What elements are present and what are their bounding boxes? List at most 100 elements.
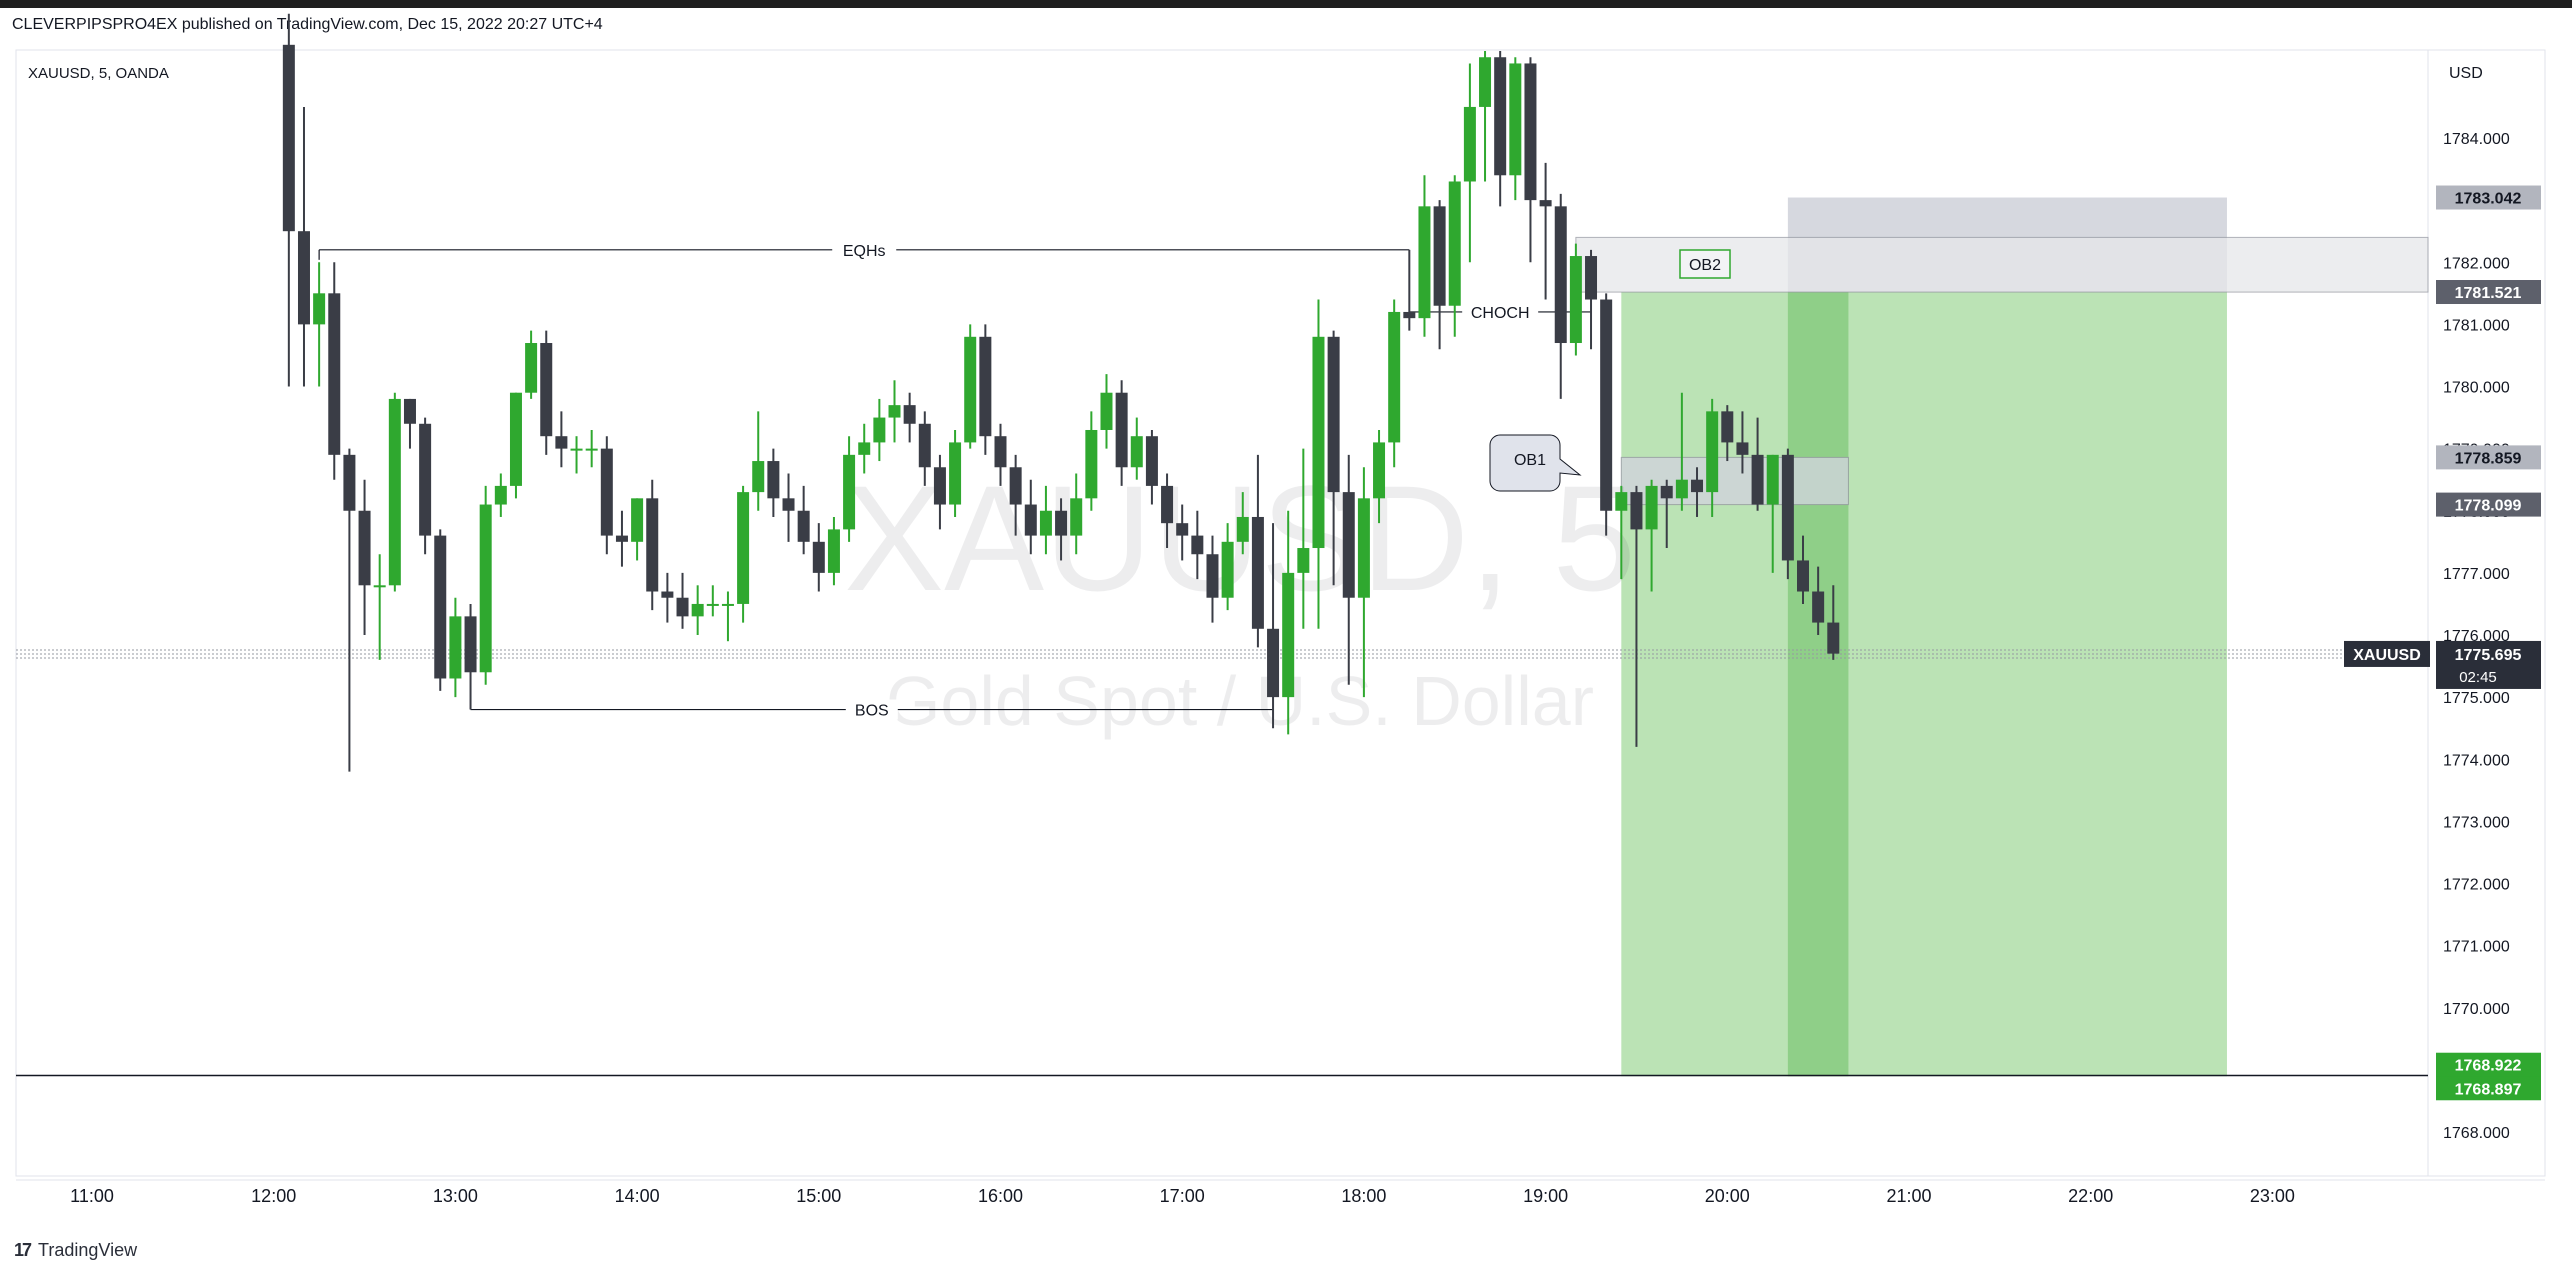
candle[interactable]: [1039, 485, 1052, 555]
candle[interactable]: [1312, 299, 1325, 629]
candle[interactable]: [812, 523, 825, 592]
candle[interactable]: [1569, 243, 1582, 356]
candle[interactable]: [1463, 63, 1476, 263]
candle[interactable]: [1630, 485, 1643, 747]
candle[interactable]: [313, 262, 326, 387]
candle[interactable]: [1236, 492, 1249, 555]
candle[interactable]: [979, 324, 992, 455]
candle[interactable]: [1660, 479, 1673, 549]
candle[interactable]: [1100, 374, 1113, 449]
candle[interactable]: [994, 423, 1007, 486]
candle[interactable]: [419, 417, 432, 555]
candle[interactable]: [1509, 57, 1522, 201]
candle[interactable]: [509, 392, 522, 499]
candle[interactable]: [676, 572, 689, 629]
candle[interactable]: [1024, 479, 1037, 555]
candle[interactable]: [1418, 175, 1431, 337]
candle[interactable]: [373, 554, 386, 660]
candle[interactable]: [1827, 585, 1840, 660]
candle[interactable]: [1736, 411, 1749, 474]
candle[interactable]: [494, 473, 507, 517]
candle[interactable]: [949, 429, 962, 517]
candle[interactable]: [1342, 454, 1355, 685]
candle[interactable]: [1176, 504, 1189, 561]
candle[interactable]: [1585, 249, 1598, 350]
candle[interactable]: [631, 498, 644, 561]
candle[interactable]: [540, 330, 553, 455]
candle[interactable]: [449, 597, 462, 698]
candle[interactable]: [752, 411, 765, 511]
candle[interactable]: [1130, 417, 1143, 480]
candle[interactable]: [1781, 448, 1794, 580]
candle[interactable]: [1812, 566, 1825, 635]
candle[interactable]: [403, 398, 416, 449]
candle[interactable]: [1706, 398, 1719, 517]
candle[interactable]: [737, 485, 750, 623]
candle[interactable]: [464, 603, 477, 710]
candle[interactable]: [646, 479, 659, 611]
candle[interactable]: [570, 436, 583, 474]
candle[interactable]: [1615, 485, 1628, 580]
candle[interactable]: [1403, 249, 1416, 331]
candle[interactable]: [1479, 51, 1492, 182]
candle[interactable]: [1115, 380, 1128, 486]
candle[interactable]: [1721, 405, 1734, 462]
candle[interactable]: [1161, 473, 1174, 549]
candle[interactable]: [888, 380, 901, 443]
candle[interactable]: [661, 572, 674, 623]
candle[interactable]: [328, 262, 341, 480]
candle[interactable]: [1373, 429, 1386, 524]
candle[interactable]: [1600, 293, 1613, 536]
candle[interactable]: [600, 436, 613, 555]
candle[interactable]: [525, 330, 538, 399]
candle[interactable]: [1055, 498, 1068, 561]
candle[interactable]: [1282, 510, 1295, 735]
candle[interactable]: [555, 411, 568, 468]
candle[interactable]: [1085, 411, 1098, 511]
candle[interactable]: [388, 392, 401, 592]
candle[interactable]: [827, 516, 840, 586]
candle[interactable]: [585, 429, 598, 468]
candle[interactable]: [873, 398, 886, 462]
candle[interactable]: [1070, 473, 1083, 555]
candle[interactable]: [1145, 429, 1158, 505]
candle[interactable]: [767, 448, 780, 517]
candle[interactable]: [1388, 299, 1401, 468]
candle[interactable]: [1691, 467, 1704, 517]
candle[interactable]: [343, 448, 356, 772]
candle[interactable]: [782, 473, 795, 542]
candle[interactable]: [282, 13, 295, 387]
candle[interactable]: [721, 591, 734, 642]
candle[interactable]: [1448, 175, 1461, 337]
candle[interactable]: [1357, 467, 1370, 698]
candle[interactable]: [1433, 200, 1446, 350]
candle[interactable]: [1494, 51, 1507, 207]
candle[interactable]: [918, 411, 931, 486]
candle[interactable]: [1645, 479, 1658, 592]
candle[interactable]: [1221, 523, 1234, 611]
candle[interactable]: [1524, 57, 1537, 263]
candle[interactable]: [1009, 454, 1022, 536]
candle[interactable]: [903, 392, 916, 443]
candle[interactable]: [1191, 510, 1204, 580]
candle[interactable]: [1297, 448, 1310, 629]
candle[interactable]: [797, 485, 810, 555]
candle[interactable]: [964, 324, 977, 449]
candle[interactable]: [358, 479, 371, 635]
candle[interactable]: [434, 529, 447, 691]
candle[interactable]: [479, 485, 492, 685]
candle[interactable]: [615, 510, 628, 567]
candle[interactable]: [297, 106, 310, 387]
candle[interactable]: [1327, 330, 1340, 586]
candle[interactable]: [1554, 193, 1567, 399]
candle[interactable]: [843, 436, 856, 542]
candle[interactable]: [706, 585, 719, 617]
candle[interactable]: [1797, 535, 1810, 604]
candle[interactable]: [858, 423, 871, 474]
candle[interactable]: [1267, 523, 1280, 729]
candle[interactable]: [1206, 535, 1219, 623]
candle[interactable]: [1251, 454, 1264, 648]
candle[interactable]: [1766, 454, 1779, 573]
candle[interactable]: [691, 585, 704, 635]
